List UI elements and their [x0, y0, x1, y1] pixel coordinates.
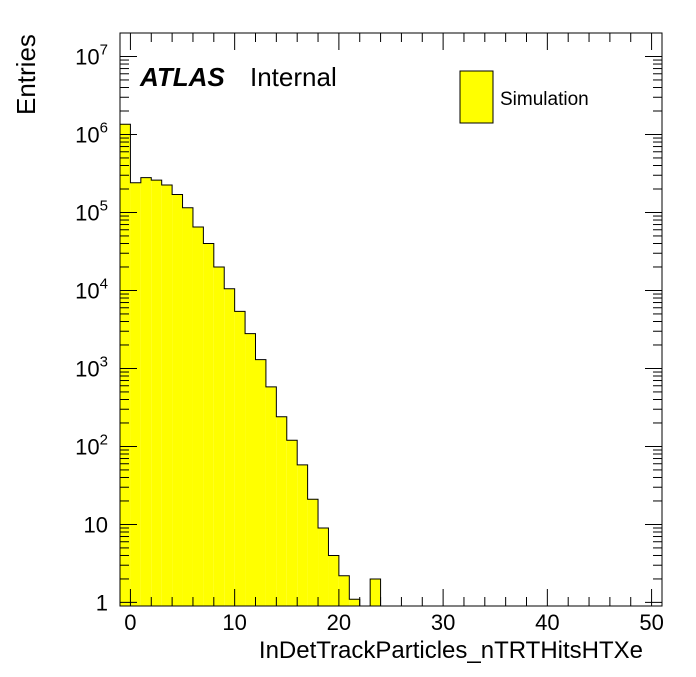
y-tick-label: 10	[84, 512, 108, 537]
y-tick-label: 103	[75, 353, 108, 381]
histogram-bin	[182, 207, 193, 606]
histogram-bin	[172, 194, 183, 606]
histogram-bin	[161, 184, 173, 606]
legend: Simulation	[459, 70, 589, 124]
x-tick-label: 20	[327, 610, 351, 635]
axis-tick-labels: 0 10 20 30 40 50 1 10 102 103 104 105 106 107	[75, 41, 664, 635]
plot-frame	[119, 32, 663, 607]
axis-ticks	[120, 32, 662, 606]
legend-swatch-simulation	[459, 70, 494, 124]
atlas-label: ATLAS	[139, 62, 225, 92]
histogram-bin	[120, 124, 131, 606]
y-tick-label: 102	[75, 431, 108, 459]
histogram-layer	[120, 123, 662, 607]
x-tick-label: 0	[124, 610, 136, 635]
histogram-bin	[192, 227, 204, 606]
histogram-bin	[307, 499, 319, 606]
atlas-sublabel: Internal	[250, 62, 337, 92]
histogram-bin	[338, 575, 350, 606]
x-tick-label: 50	[639, 610, 663, 635]
x-tick-label: 10	[222, 610, 246, 635]
histogram-bin	[140, 177, 152, 606]
y-tick-label: 106	[75, 119, 108, 147]
y-tick-label: 104	[75, 275, 108, 303]
histogram-bin	[245, 333, 256, 606]
histogram-bin	[213, 266, 225, 606]
histogram-bin	[255, 359, 266, 606]
histogram-bin	[286, 440, 298, 606]
y-axis-title: Entries	[11, 34, 41, 115]
histogram-bin	[203, 243, 214, 606]
histogram-bin	[130, 182, 141, 606]
histogram-bin	[318, 528, 329, 606]
histogram-bin	[265, 386, 277, 606]
legend-label-simulation: Simulation	[500, 89, 589, 110]
y-tick-label: 1	[96, 590, 108, 615]
x-tick-label: 40	[535, 610, 559, 635]
histogram-bin	[297, 464, 308, 606]
x-tick-label: 30	[431, 610, 455, 635]
histogram-bin	[224, 288, 235, 606]
y-tick-label: 107	[75, 41, 108, 69]
histogram-bin	[234, 311, 246, 606]
histogram-bin	[328, 555, 339, 606]
histogram-bin	[276, 416, 287, 606]
y-tick-label: 105	[75, 197, 108, 225]
x-axis-title: InDetTrackParticles_nTRTHitsHTXe	[259, 637, 643, 664]
histogram-bin	[349, 599, 360, 606]
histogram-bin	[151, 180, 162, 606]
histogram-bin	[370, 578, 381, 606]
